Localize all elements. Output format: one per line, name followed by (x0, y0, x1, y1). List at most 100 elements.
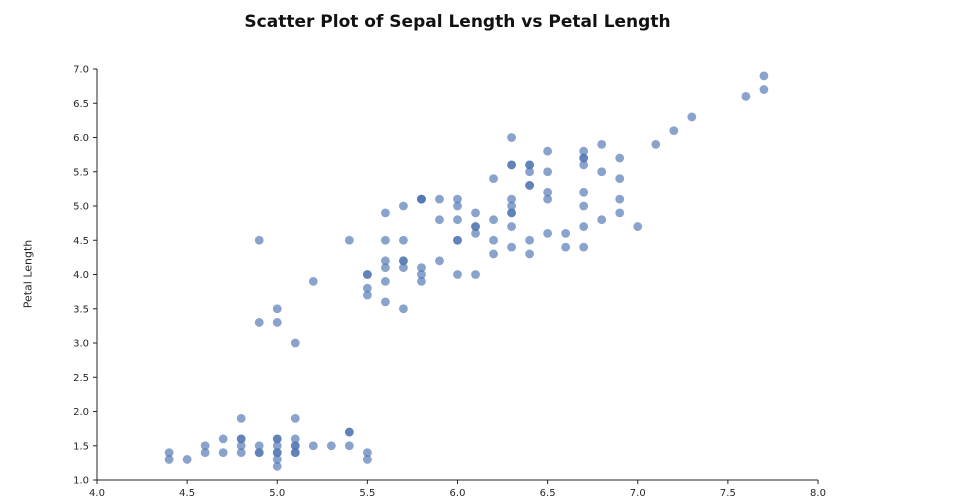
data-point (290, 441, 300, 451)
data-point (561, 229, 571, 238)
data-point (507, 208, 516, 218)
data-point (254, 235, 264, 245)
data-point (344, 235, 354, 245)
data-point (272, 461, 282, 471)
data-point (381, 263, 390, 273)
data-point (471, 270, 480, 279)
data-point (362, 283, 372, 293)
data-point (471, 229, 480, 238)
y-tick-label: 4.5 (73, 236, 89, 247)
y-tick-label: 7.0 (73, 65, 89, 76)
y-tick-label: 3.0 (73, 339, 89, 350)
data-point (164, 455, 174, 464)
data-point (381, 235, 390, 245)
data-point (182, 455, 192, 464)
data-point (543, 167, 553, 177)
y-tick-label: 4.0 (73, 270, 89, 281)
data-point (236, 434, 246, 444)
y-tick-label: 5.0 (73, 202, 89, 213)
data-point (200, 441, 210, 451)
data-point (290, 413, 300, 423)
data-point (308, 276, 318, 286)
x-tick-label: 7.5 (720, 488, 736, 499)
data-point (399, 256, 408, 266)
data-point (597, 215, 607, 225)
data-point (525, 235, 534, 245)
data-point (417, 194, 426, 204)
data-point (597, 139, 607, 149)
data-point (507, 222, 516, 231)
y-tick-label: 2.5 (73, 373, 89, 384)
y-tick-label: 5.5 (73, 167, 89, 178)
data-point (615, 208, 625, 218)
data-point (453, 270, 462, 279)
data-point (417, 263, 426, 273)
data-point (272, 441, 282, 451)
data-point (218, 434, 228, 444)
x-tick-label: 5.0 (269, 488, 285, 499)
data-point (254, 318, 264, 327)
data-point (579, 201, 589, 211)
x-tick-label: 7.0 (630, 488, 646, 499)
data-point (290, 448, 300, 457)
data-point (579, 242, 589, 252)
data-point (543, 187, 553, 197)
data-point (507, 242, 516, 252)
x-tick-label: 4.5 (179, 488, 195, 499)
data-point (272, 318, 282, 327)
data-point (435, 215, 444, 225)
data-point (344, 427, 354, 437)
data-point (579, 153, 589, 163)
data-point (489, 174, 498, 184)
data-point (615, 174, 625, 184)
data-point (381, 276, 390, 286)
data-point (290, 338, 300, 348)
data-point (344, 441, 354, 451)
data-point (615, 194, 625, 204)
data-point (362, 290, 372, 300)
y-tick-label: 1.5 (73, 441, 89, 452)
x-tick-label: 5.5 (359, 488, 375, 499)
data-point (525, 181, 534, 190)
data-point (759, 71, 769, 81)
data-point (507, 194, 516, 204)
data-point (579, 222, 589, 231)
data-point (236, 448, 246, 457)
data-point (543, 229, 553, 238)
data-point (507, 133, 516, 142)
data-point (669, 126, 679, 136)
data-point (272, 304, 282, 314)
data-point (399, 263, 408, 273)
data-point (489, 235, 498, 245)
data-point (326, 441, 336, 451)
data-point (651, 139, 661, 149)
data-point (272, 455, 282, 464)
data-point (399, 304, 408, 314)
data-point (272, 434, 282, 444)
x-tick-label: 6.0 (450, 488, 466, 499)
y-tick-label: 2.0 (73, 407, 89, 418)
data-point (453, 215, 462, 225)
data-point (741, 92, 751, 101)
data-point (417, 270, 426, 279)
data-point (417, 276, 426, 286)
y-tick-label: 3.5 (73, 304, 89, 315)
data-point (579, 187, 589, 197)
data-point (759, 85, 769, 94)
data-point (633, 222, 643, 231)
data-point (399, 201, 408, 211)
data-point (272, 448, 282, 457)
data-point (453, 201, 462, 211)
x-tick-label: 6.5 (540, 488, 556, 499)
data-point (453, 235, 462, 245)
data-point (525, 249, 534, 259)
data-point (525, 167, 534, 177)
data-point (543, 194, 553, 204)
data-point (597, 167, 607, 177)
data-point (236, 413, 246, 423)
data-point (399, 235, 408, 245)
data-point (381, 297, 390, 307)
data-point (489, 215, 498, 225)
data-point (579, 146, 589, 156)
